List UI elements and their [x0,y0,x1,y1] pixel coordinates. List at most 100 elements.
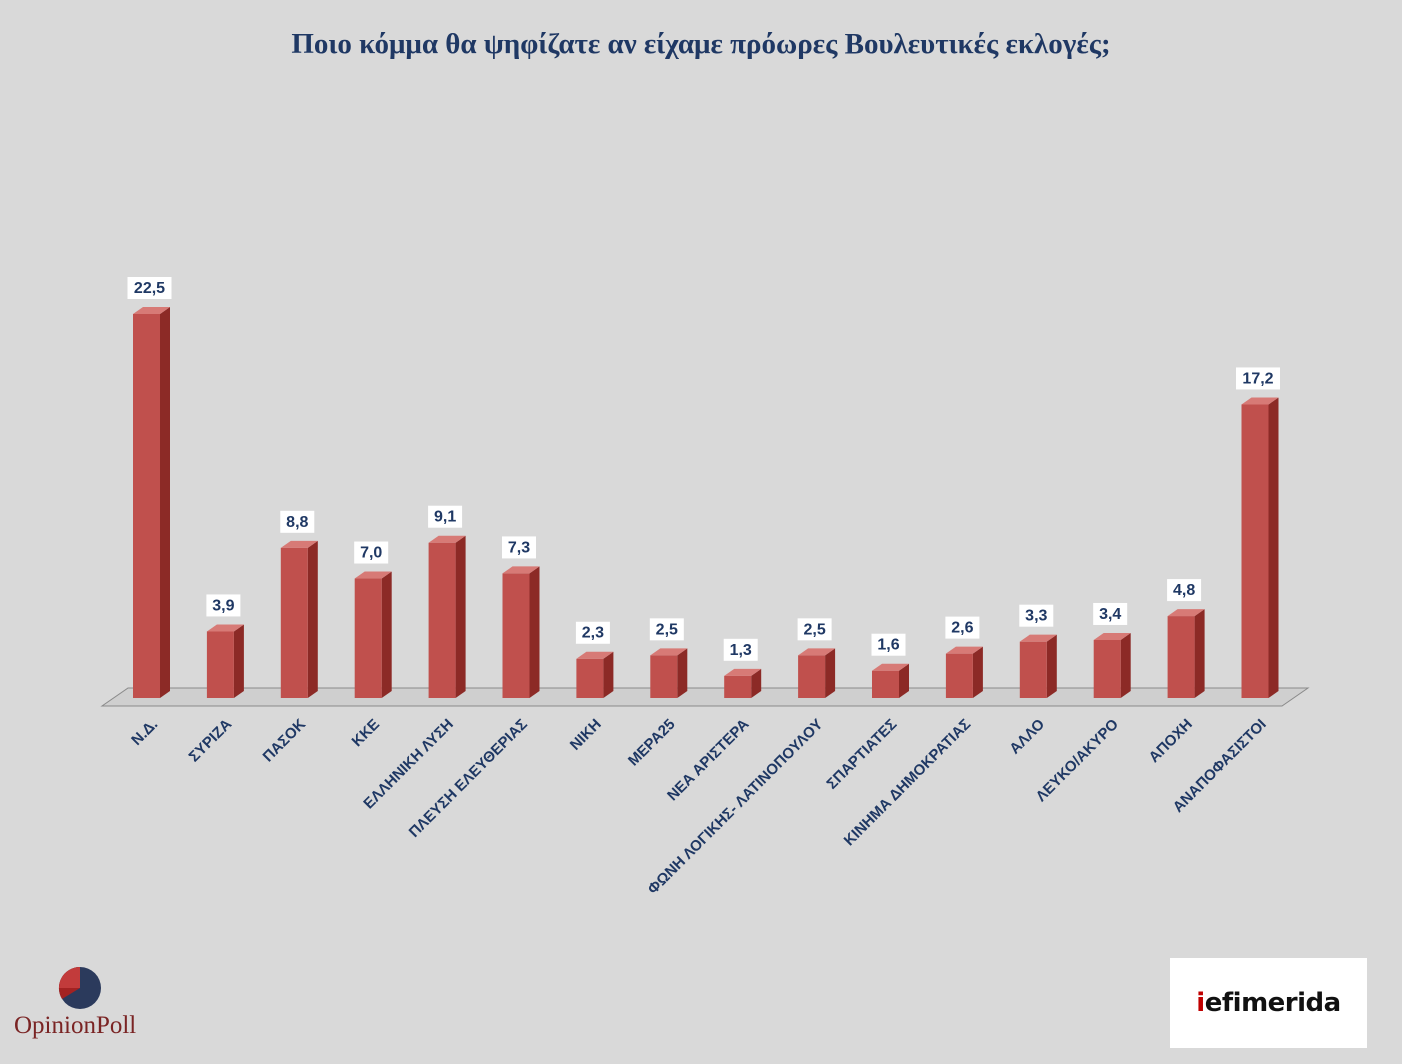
bar-front [576,658,604,698]
data-label-box [871,633,906,656]
data-label-box [1019,604,1054,627]
bar-top [502,566,540,574]
bar-top [1241,397,1279,405]
data-label-box [575,621,610,644]
bar-side [381,571,392,698]
data-label: 7,0 [354,541,389,564]
data-label-box [354,541,389,564]
bar-front [133,314,160,698]
data-label-text: 8,8 [286,514,308,531]
bar-front [798,655,826,698]
category-label: ΣΥΡΙΖΑ [186,716,236,766]
bar-top [798,648,836,656]
bar-top [428,535,466,543]
bar-side [307,540,318,698]
bar-top [133,307,170,314]
data-label: 2,5 [649,618,684,641]
bar-top [206,624,244,632]
data-label-text: 4,8 [1173,582,1195,599]
bar-top [576,651,614,659]
bar [428,535,466,698]
bar-side [1120,632,1131,698]
bar-side [529,566,540,698]
bar-front [206,631,234,698]
bar-front [945,653,973,698]
bars-layer: 22,5 3,9 8,8 7,0 9,1 7,3 2,3 2,5 1,3 2,5 1,6 2,6 3,3… [127,277,1280,698]
data-label-text: 9,1 [434,509,456,526]
bar [133,307,170,698]
iefimerida-logo-text: iefimerida [1196,988,1341,1018]
data-label-box [797,618,832,641]
data-label-box [649,618,684,641]
bar-front [872,670,899,698]
data-label-text: 22,5 [134,280,165,297]
bar-top [872,663,909,671]
category-label: ΚΚΕ [349,716,383,750]
bar-front [1167,616,1195,698]
data-label: 7,3 [502,536,536,559]
data-label-box [1167,579,1202,602]
bar [1019,634,1057,698]
data-label-text: 1,3 [730,642,752,659]
bar [1167,609,1205,698]
bar-top [724,668,762,676]
category-label: ΚΙΝΗΜΑ ΔΗΜΟΚΡΑΤΙΑΣ [841,716,975,850]
bar-side [1194,609,1205,698]
opinionpoll-logo [10,960,160,1050]
category-label: ΑΠΟΧΗ [1146,716,1196,766]
iefimerida-logo: iefimerida [1170,958,1367,1048]
data-label-box [127,277,172,299]
bar [872,663,909,698]
category-label: Ν.Δ. [128,716,161,749]
data-label-box [945,616,980,639]
bar [650,648,688,698]
bar [502,566,540,698]
data-label: 3,4 [1093,602,1128,625]
bar-top [280,540,318,548]
iefimerida-logo-rest: efimerida [1204,988,1341,1018]
bar-top [945,646,983,654]
bar-top [1167,609,1205,617]
chart-title: Ποιο κόμμα θα ψηφίζατε αν είχαμε πρόωρες… [291,28,1111,60]
bar-front [650,655,678,698]
bar-side [825,648,836,698]
bar [280,540,318,698]
bar-side [899,663,909,698]
category-label: ΠΑΣΟΚ [260,716,310,766]
data-label: 9,1 [428,505,463,528]
category-label: ΠΛΕΥΣΗ ΕΛΕΥΘΕΡΙΑΣ [406,716,531,841]
bar-side [1046,634,1057,698]
data-label-text: 3,9 [212,597,234,614]
data-label: 1,3 [723,638,758,661]
data-label-text: 3,3 [1025,608,1047,625]
bar-side [677,648,688,698]
bar-front [280,547,308,698]
bar [798,648,836,698]
bar [206,624,244,698]
category-label: ΑΛΛΟ [1006,716,1048,758]
bar [354,571,392,698]
opinionpoll-logo-text: OpinionPoll [14,1012,137,1039]
data-label-box [1236,367,1280,390]
bar [945,646,983,698]
bar-side [603,651,614,698]
chart-floor [100,687,1310,707]
data-label: 2,6 [945,616,980,639]
bar-top [1019,634,1057,642]
data-label-box [280,510,315,533]
bar-side [233,624,244,698]
bar-side [972,646,983,698]
bar-front [502,573,530,698]
data-label-text: 2,3 [582,625,604,642]
data-label-text: 2,5 [803,621,825,638]
bar [576,651,614,698]
data-label-box [502,536,536,559]
bar [1093,632,1131,698]
data-label: 8,8 [280,510,315,533]
bar-top [354,571,392,579]
data-label: 2,5 [797,618,832,641]
data-label: 4,8 [1167,579,1202,602]
data-label: 3,9 [206,594,241,617]
data-label-text: 7,0 [360,545,382,562]
